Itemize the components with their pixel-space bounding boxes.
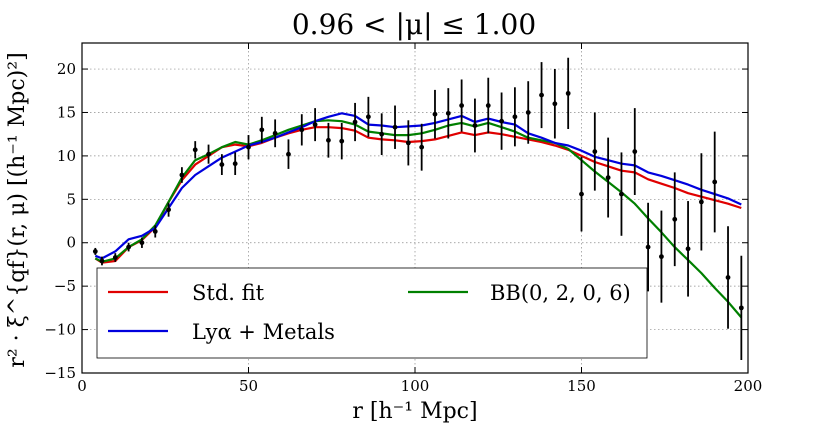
y-tick-label: −10 <box>44 321 76 339</box>
data-point <box>99 258 105 264</box>
data-point <box>232 161 238 167</box>
x-tick-label: 0 <box>77 377 87 395</box>
data-point <box>485 103 491 108</box>
data-point <box>685 246 691 252</box>
x-tick-label: 200 <box>734 377 763 395</box>
data-point <box>619 191 624 197</box>
data-points <box>92 90 744 311</box>
y-tick-label: 0 <box>66 234 76 252</box>
data-point <box>605 175 611 181</box>
series-line-bb-0-2-0-6 <box>94 119 743 319</box>
data-point <box>352 119 358 125</box>
series-lines <box>94 112 743 319</box>
data-point <box>738 305 744 311</box>
data-point <box>365 114 371 120</box>
data-point <box>139 240 145 246</box>
series-line-std-fit <box>94 126 742 264</box>
data-point <box>592 149 598 154</box>
data-point <box>299 127 305 133</box>
data-point <box>246 144 251 150</box>
data-point <box>126 244 132 250</box>
series-line-ly-metals <box>94 112 742 260</box>
chart-title: 0.96 < |μ| ≤ 1.00 <box>292 8 536 41</box>
data-point <box>632 149 638 154</box>
legend: Std. fit BB(0, 2, 0, 6) Lyα + Metals <box>96 267 648 359</box>
data-point <box>112 255 118 260</box>
x-tick-label: 100 <box>401 377 430 395</box>
data-point <box>286 151 291 157</box>
x-axis-label: r [h⁻¹ Mpc] <box>352 399 477 424</box>
data-point <box>579 191 584 197</box>
data-point <box>459 103 465 108</box>
data-point <box>206 151 211 157</box>
y-tick-label: 10 <box>57 147 76 165</box>
data-point <box>712 179 718 185</box>
data-point <box>539 92 544 98</box>
data-point <box>472 123 478 128</box>
y-tick-label: 5 <box>66 190 76 208</box>
data-point <box>152 229 158 234</box>
data-point <box>219 162 225 167</box>
data-point <box>92 249 98 254</box>
data-point <box>565 90 571 96</box>
data-point <box>392 124 398 130</box>
y-tick-labels: −15 −10 −5 0 5 10 15 20 <box>44 60 76 382</box>
data-point <box>419 144 425 150</box>
y-tick-label: −5 <box>54 277 76 295</box>
y-tick-label: 20 <box>57 60 76 78</box>
data-point <box>326 137 331 143</box>
data-point <box>272 130 278 136</box>
data-point <box>166 207 171 213</box>
x-tick-label: 150 <box>567 377 596 395</box>
y-tick-label: −15 <box>44 364 76 382</box>
data-point <box>259 127 265 133</box>
data-point <box>645 244 651 250</box>
data-point <box>179 172 185 178</box>
data-point <box>659 254 664 260</box>
y-axis-label: r² · ξ^{qf}(r, μ) [(h⁻¹ Mpc)²] <box>5 52 30 367</box>
data-point <box>432 111 438 117</box>
data-point <box>405 140 411 146</box>
data-point <box>672 216 678 222</box>
y-tick-label: 15 <box>57 103 76 121</box>
data-point <box>512 114 518 120</box>
data-point <box>698 199 704 205</box>
legend-box <box>96 267 648 359</box>
data-point <box>525 110 531 115</box>
x-tick-labels: 0 50 100 150 200 <box>77 377 762 395</box>
legend-label-std-fit: Std. fit <box>192 281 265 305</box>
data-point <box>725 275 731 280</box>
legend-label-bb: BB(0, 2, 0, 6) <box>490 281 631 305</box>
data-point <box>312 122 318 128</box>
legend-label-lya-metals: Lyα + Metals <box>192 320 335 344</box>
axis-ticks <box>81 43 749 374</box>
data-point <box>552 101 558 107</box>
data-point <box>192 147 198 153</box>
x-tick-label: 50 <box>239 377 258 395</box>
data-point <box>379 131 385 137</box>
data-point <box>499 118 504 124</box>
data-point <box>445 110 451 116</box>
data-point <box>339 138 345 144</box>
